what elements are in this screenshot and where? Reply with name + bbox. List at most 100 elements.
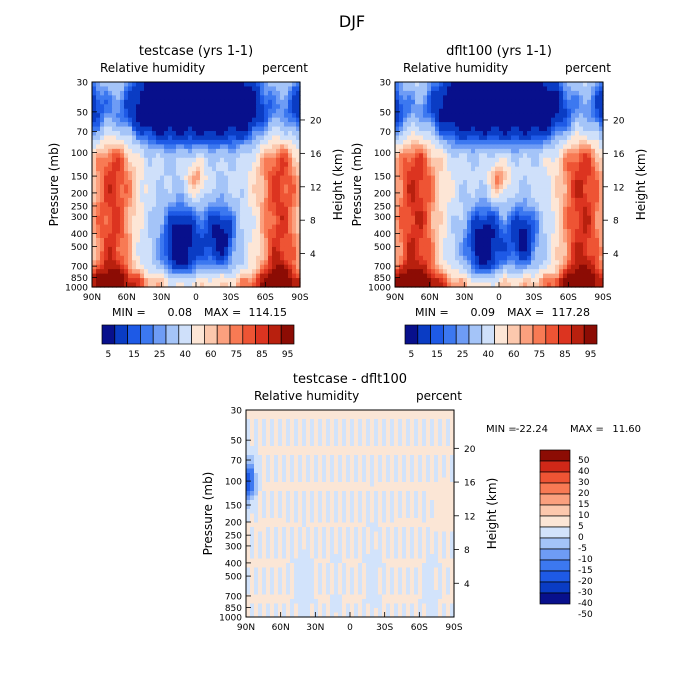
heatmap-cell <box>447 220 452 226</box>
heatmap-cell <box>248 278 253 284</box>
x-tick-label: 60N <box>118 293 136 303</box>
heatmap-cell <box>172 131 177 137</box>
heatmap-cell <box>128 224 133 230</box>
heatmap-cell <box>220 126 225 132</box>
heatmap-cell <box>128 251 133 257</box>
heatmap-cell <box>559 215 564 221</box>
heatmap-cell <box>599 113 604 119</box>
heatmap-cell <box>136 206 141 212</box>
heatmap-cell <box>467 108 472 114</box>
heatmap-cell <box>567 153 572 159</box>
heatmap-cell <box>475 184 480 190</box>
heatmap-cell <box>499 113 504 119</box>
heatmap-cell <box>451 99 456 105</box>
heatmap-cell <box>120 233 125 239</box>
heatmap-cell <box>543 278 548 284</box>
heatmap-cell <box>499 108 504 114</box>
heatmap-cell <box>467 166 472 172</box>
heatmap-cell <box>148 82 153 88</box>
heatmap-cell <box>260 211 265 217</box>
heatmap-cell <box>92 99 97 105</box>
heatmap-cell <box>196 237 201 244</box>
heatmap-cell <box>519 131 524 137</box>
heatmap-cell <box>212 188 217 195</box>
heatmap-cell <box>220 180 225 186</box>
heatmap-cell <box>583 157 588 163</box>
heatmap-cell <box>443 180 448 186</box>
heatmap-cell <box>471 148 476 154</box>
heatmap-cell <box>188 131 193 137</box>
heatmap-cell <box>192 278 197 284</box>
heatmap-cell <box>272 197 277 203</box>
heatmap-cell <box>240 166 245 172</box>
heatmap-cell <box>232 153 237 159</box>
heatmap-cell <box>591 108 596 114</box>
colorbar-swatch <box>165 324 180 345</box>
heatmap-cell <box>112 82 117 88</box>
heatmap-cell <box>280 117 285 123</box>
heatmap-cell <box>216 251 221 257</box>
heatmap-cell <box>487 197 492 203</box>
heatmap-cell <box>479 229 484 235</box>
heatmap-cell <box>216 180 221 186</box>
heatmap-cell <box>108 246 113 252</box>
heatmap-cell <box>140 95 145 101</box>
heatmap-cell <box>136 224 141 230</box>
heatmap-cell <box>423 242 428 248</box>
heatmap-cell <box>292 86 297 92</box>
heatmap-cell <box>196 211 201 217</box>
heatmap-cell <box>264 86 269 92</box>
heatmap-cell <box>208 162 213 168</box>
heatmap-cell <box>403 211 408 217</box>
heatmap-cell <box>128 139 133 145</box>
heatmap-cell <box>499 139 504 145</box>
y-tick-label: 70 <box>380 128 392 138</box>
heatmap-cell <box>100 122 105 128</box>
heatmap-cell <box>411 224 416 230</box>
heatmap-cell <box>180 269 185 275</box>
heatmap-cell <box>120 162 125 168</box>
heatmap-cell <box>543 264 548 270</box>
heatmap-cell <box>236 157 241 163</box>
heatmap-cell <box>276 211 281 217</box>
heatmap-cell <box>471 180 476 186</box>
heatmap-cell <box>256 202 261 208</box>
heatmap-cell <box>124 229 129 235</box>
heatmap-cell <box>579 206 584 212</box>
heatmap-cell <box>427 229 432 235</box>
heatmap-cell <box>100 211 105 217</box>
heatmap-cell <box>224 215 229 221</box>
heatmap-cell <box>599 139 604 145</box>
heatmap-cell <box>483 273 488 279</box>
heatmap-cell <box>551 197 556 203</box>
heatmap-cell <box>411 184 416 190</box>
heatmap-cell <box>599 215 604 221</box>
heatmap-cell <box>571 273 576 279</box>
heatmap-cell <box>124 278 129 284</box>
heatmap-cell <box>567 82 572 88</box>
heatmap-cell <box>228 273 233 279</box>
heatmap-cell <box>435 148 440 154</box>
heatmap-cell <box>208 148 213 154</box>
heatmap-cell <box>256 188 261 195</box>
heatmap-cell <box>523 269 528 275</box>
heatmap-cell <box>188 175 193 181</box>
heatmap-cell <box>224 135 229 141</box>
heatmap-cell <box>423 144 428 150</box>
heatmap-cell <box>483 108 488 114</box>
heatmap-cell <box>164 220 169 226</box>
heatmap-cell <box>192 104 197 110</box>
heatmap-cell <box>443 82 448 88</box>
heatmap-cell <box>144 246 149 252</box>
panel-1 <box>91 81 305 345</box>
heatmap-cell <box>495 229 500 235</box>
heatmap-cell <box>284 171 289 177</box>
heatmap-cell <box>272 282 277 288</box>
heatmap-cell <box>451 184 456 190</box>
heatmap-cell <box>471 90 476 96</box>
heatmap-cell <box>539 157 544 163</box>
heatmap-cell <box>260 260 265 266</box>
heatmap-cell <box>439 175 444 181</box>
heatmap-cell <box>124 215 129 221</box>
heatmap-cell <box>248 162 253 168</box>
